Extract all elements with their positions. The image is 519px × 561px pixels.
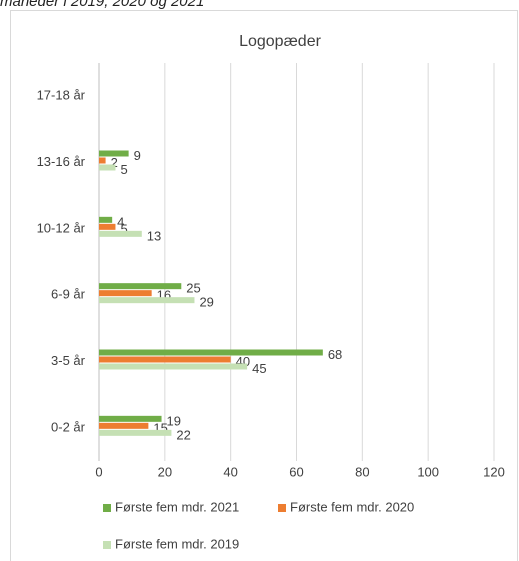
bar xyxy=(99,223,116,230)
y-tick-label: 10-12 år xyxy=(37,220,86,235)
data-label: 22 xyxy=(176,427,190,442)
chart-title: Logopæder xyxy=(239,33,322,50)
x-tick-label: 100 xyxy=(417,464,439,479)
bar xyxy=(99,150,129,157)
bar xyxy=(99,216,113,223)
bar xyxy=(99,415,162,422)
data-label: 29 xyxy=(199,295,213,310)
x-tick-label: 40 xyxy=(223,464,237,479)
x-tick-label: 80 xyxy=(355,464,369,479)
bar xyxy=(99,356,231,363)
x-tick-label: 120 xyxy=(483,464,505,479)
bar xyxy=(99,157,106,164)
data-label: 4 xyxy=(117,214,124,229)
x-tick-label: 60 xyxy=(289,464,303,479)
data-label: 19 xyxy=(167,413,181,428)
legend-label: Første fem mdr. 2020 xyxy=(290,499,414,514)
bar xyxy=(99,290,152,297)
bar xyxy=(99,230,142,237)
legend-label: Første fem mdr. 2019 xyxy=(115,536,239,551)
bar xyxy=(99,283,182,290)
data-label: 5 xyxy=(120,221,127,236)
data-label: 13 xyxy=(147,228,161,243)
data-label: 45 xyxy=(252,361,266,376)
y-tick-label: 17-18 år xyxy=(37,88,86,103)
chart-border xyxy=(10,10,518,561)
bar xyxy=(99,429,172,436)
y-tick-label: 13-16 år xyxy=(37,154,86,169)
data-label: 68 xyxy=(328,347,342,362)
bar xyxy=(99,363,248,370)
caption: måneder i 2019, 2020 og 2021 xyxy=(0,0,204,10)
x-tick-label: 0 xyxy=(95,464,102,479)
data-label: 2 xyxy=(111,155,118,170)
legend-swatch xyxy=(278,504,286,512)
bar xyxy=(99,349,323,356)
bar xyxy=(99,164,116,171)
y-tick-label: 3-5 år xyxy=(51,353,86,368)
x-tick-label: 20 xyxy=(158,464,172,479)
legend-swatch xyxy=(103,541,111,549)
data-label: 9 xyxy=(134,148,141,163)
y-tick-label: 6-9 år xyxy=(51,287,86,302)
data-label: 5 xyxy=(120,162,127,177)
legend-swatch xyxy=(103,504,111,512)
bar xyxy=(99,422,149,429)
y-tick-label: 0-2 år xyxy=(51,419,86,434)
legend-label: Første fem mdr. 2021 xyxy=(115,499,239,514)
bar xyxy=(99,297,195,304)
data-label: 25 xyxy=(186,281,200,296)
